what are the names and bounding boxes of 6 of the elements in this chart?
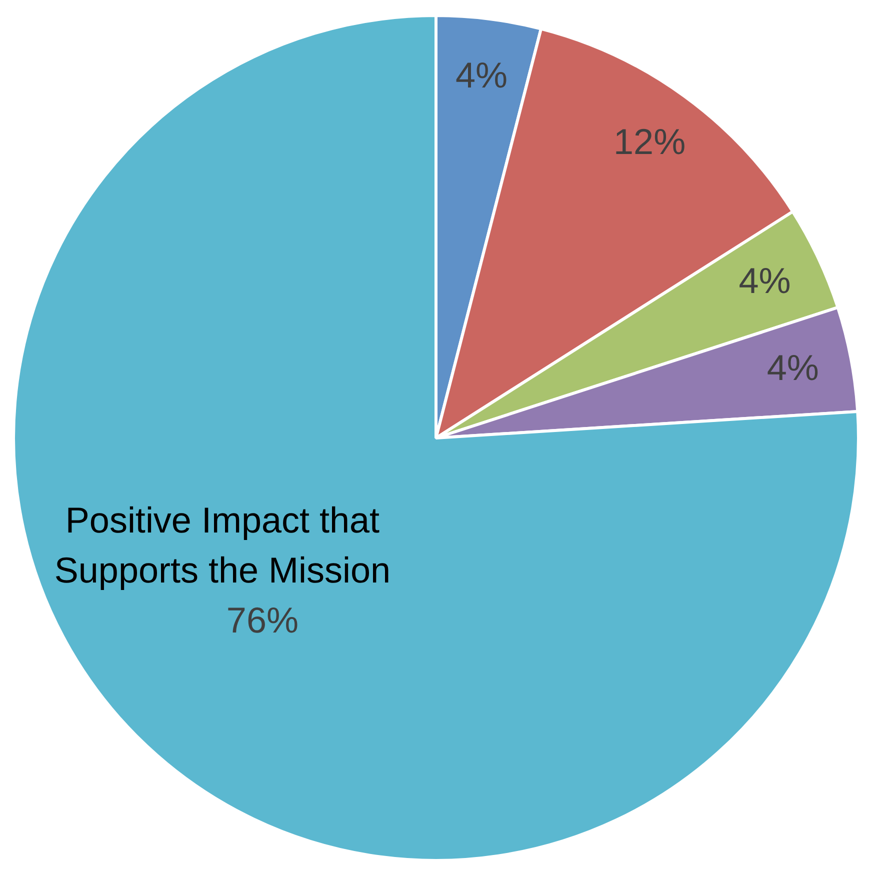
data-label: 76% bbox=[226, 600, 298, 641]
data-label: 4% bbox=[766, 346, 819, 388]
data-label: 12% bbox=[614, 120, 686, 162]
data-label: 4% bbox=[456, 54, 508, 96]
data-label: 4% bbox=[738, 260, 791, 302]
slice-label: Positive Impact that Supports the Mission bbox=[54, 500, 391, 591]
